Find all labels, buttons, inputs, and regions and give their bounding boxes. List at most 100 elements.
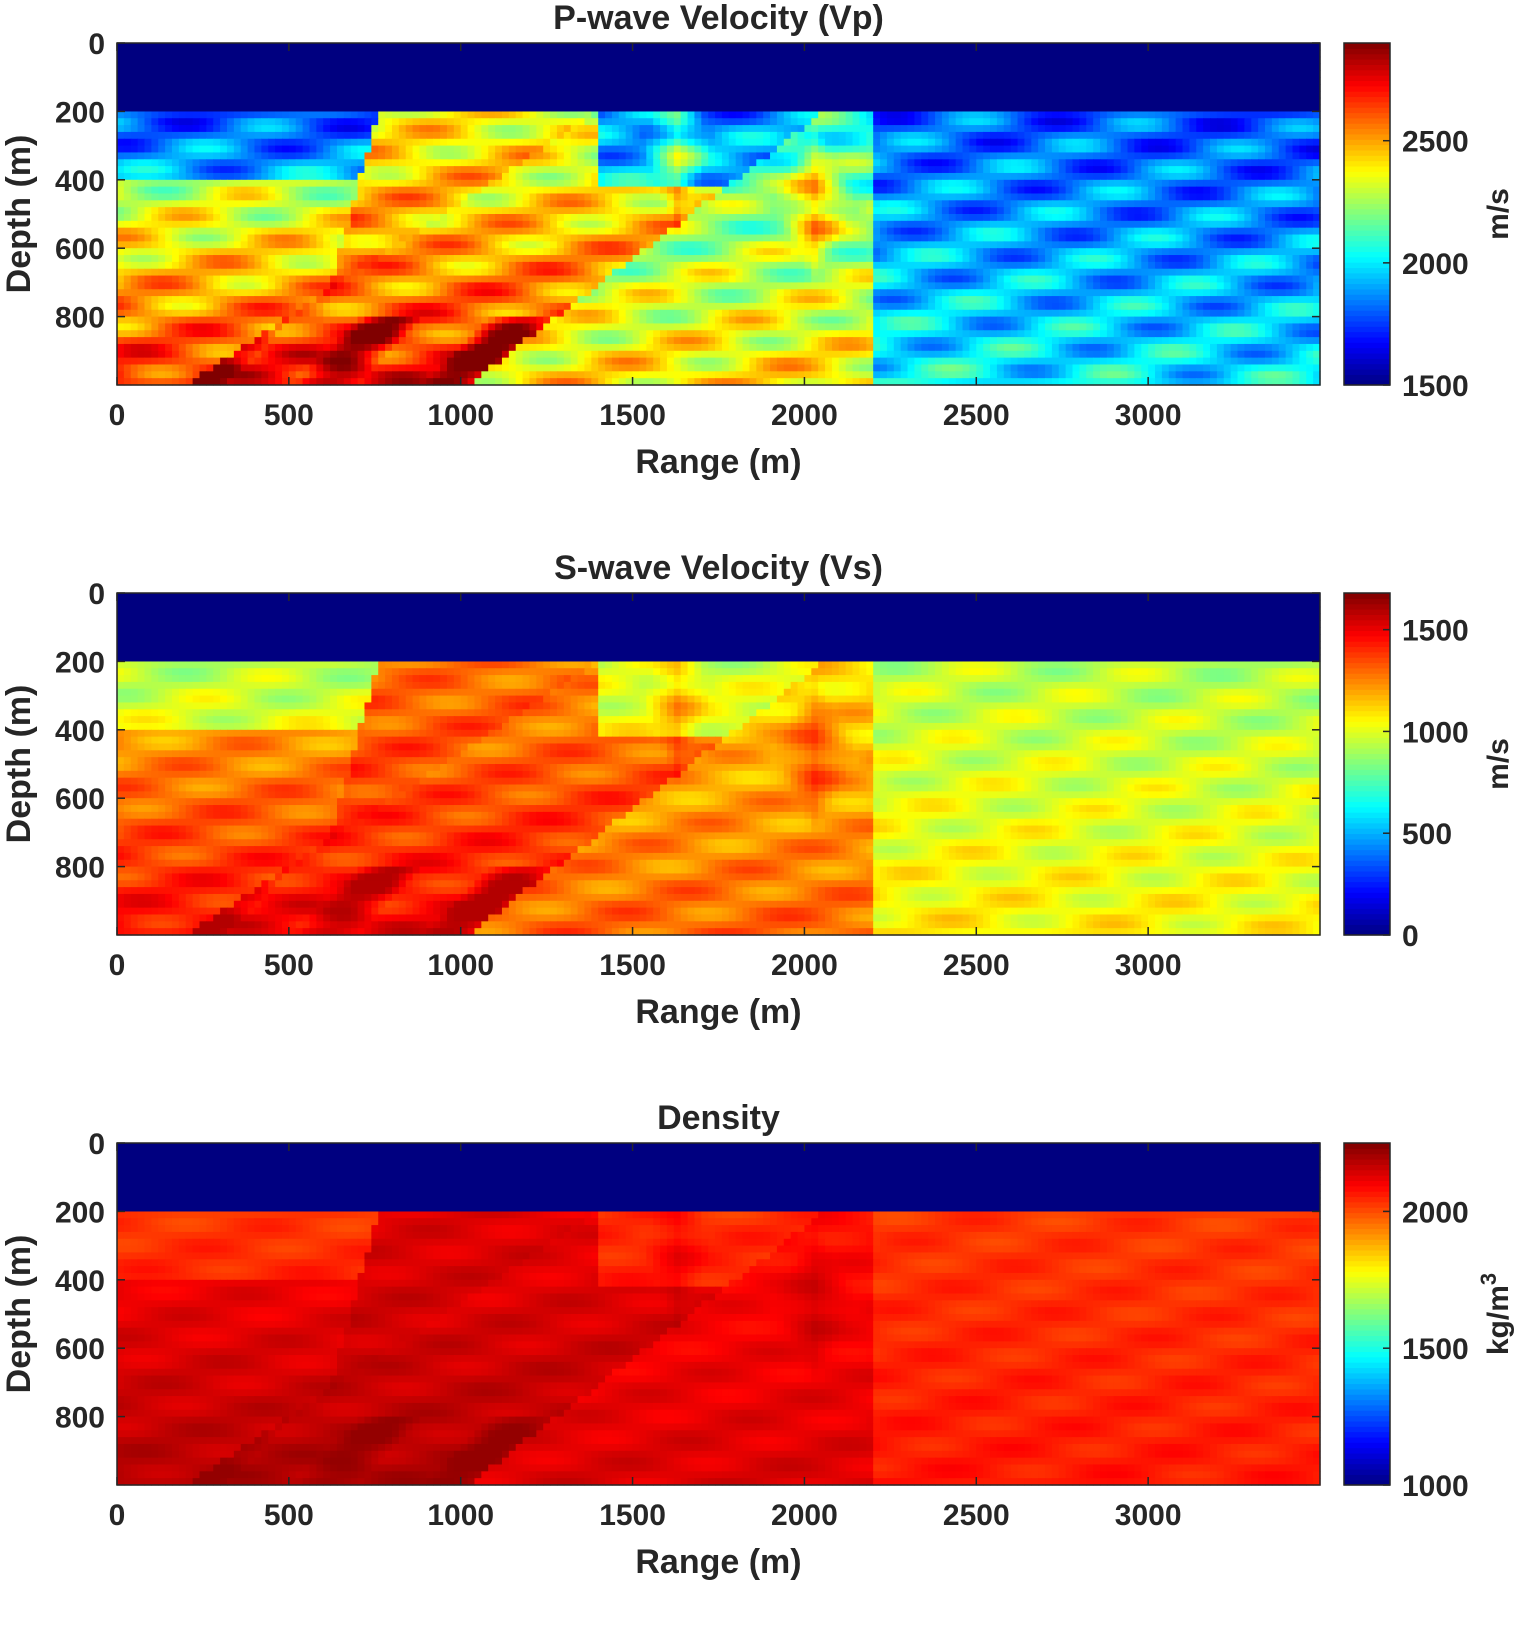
heatmap-cell [749,214,757,222]
heatmap-cell [1038,125,1046,133]
heatmap-cell [1175,166,1184,174]
heatmap-cell [921,138,929,147]
heatmap-cell [859,131,867,140]
heatmap-cell [742,179,751,188]
heatmap-cell [948,200,957,208]
heatmap-cell [591,193,599,201]
heatmap-cell [515,152,524,160]
heatmap-cell [893,227,902,236]
heatmap-cell [378,234,386,242]
heatmap-cell [206,138,214,147]
heatmap-cell [605,227,613,236]
heatmap-cell [866,172,874,181]
heatmap-cell [1271,125,1280,133]
heatmap-cell [845,111,854,119]
heatmap-cell [213,159,221,167]
heatmap-cell [192,131,201,140]
heatmap-cell [770,214,778,222]
heatmap-cell [756,234,764,242]
heatmap-cell [309,172,317,181]
heatmap-cell [488,152,496,160]
heatmap-cell [1216,159,1225,167]
heatmap-cell [941,118,950,126]
heatmap-cell [1141,200,1149,208]
heatmap-cell [1079,118,1087,126]
heatmap-cell [996,152,1005,160]
heatmap-cell [845,220,854,229]
heatmap-cell [192,200,201,208]
heatmap-cell [199,179,207,188]
heatmap-cell [1051,186,1060,195]
heatmap-cell [495,207,503,215]
heatmap-cell [1292,220,1300,229]
heatmap-cell [220,179,228,188]
heatmap-cell [226,207,235,215]
heatmap-cell [226,172,235,181]
heatmap-cell [405,220,414,229]
heatmap-cell [185,220,194,229]
heatmap-cell [1093,207,1101,215]
heatmap-cell [556,131,565,140]
heatmap-cell [158,118,166,126]
heatmap-cell [529,152,537,160]
heatmap-cell [921,186,929,195]
heatmap-cell [391,200,400,208]
heatmap-cell [866,145,874,154]
heatmap-cell [886,207,895,215]
heatmap-cell [618,179,627,188]
heatmap-cell [288,125,297,133]
heatmap-cell [1265,193,1273,201]
heatmap-cell [1134,214,1142,222]
heatmap-cell [398,234,407,242]
heatmap-cell [625,172,634,181]
heatmap-cell [192,125,201,133]
heatmap-cell [783,186,792,195]
heatmap-cell [1278,186,1287,195]
heatmap-cell [1031,145,1039,154]
heatmap-cell [653,214,661,222]
heatmap-cell [1038,172,1046,181]
heatmap-cell [178,227,187,236]
heatmap-cell [632,131,641,140]
heatmap-cell [1175,145,1184,154]
heatmap-cell [955,131,964,140]
heatmap-cell [137,111,146,119]
heatmap-cell [254,159,262,167]
heatmap-cell [309,200,317,208]
heatmap-cell [1024,179,1032,188]
heatmap-cell [1093,118,1101,126]
heatmap-cell [666,131,675,140]
heatmap-cell [433,145,441,154]
heatmap-cell [708,152,716,160]
heatmap-cell [577,159,586,167]
heatmap-cell [550,152,558,160]
heatmap-cell [1058,138,1067,147]
heatmap-cell [859,172,867,181]
heatmap-cell [1203,138,1211,147]
heatmap-cell [646,193,654,201]
heatmap-cell [123,227,132,236]
heatmap-cell [825,159,833,167]
heatmap-cell [1086,179,1094,188]
heatmap-cell [701,118,709,126]
heatmap-cell [158,145,166,154]
heatmap-cell [550,234,558,242]
heatmap-cell [474,172,482,181]
heatmap-cell [969,111,977,119]
heatmap-cell [1196,166,1204,174]
heatmap-cell [185,125,194,133]
heatmap-cell [921,111,929,119]
heatmap-cell [666,152,675,160]
heatmap-cell [1278,193,1287,201]
heatmap-cell [405,207,414,215]
heatmap-cell [1100,111,1108,119]
heatmap-cell [893,172,902,181]
heatmap-cell [811,193,819,201]
heatmap-cell [171,118,180,126]
heatmap-cell [488,193,496,201]
heatmap-cell [357,152,366,160]
heatmap-cell [206,179,214,188]
heatmap-cell [1210,214,1218,222]
heatmap-cell [694,193,702,201]
heatmap-cell [646,172,654,181]
